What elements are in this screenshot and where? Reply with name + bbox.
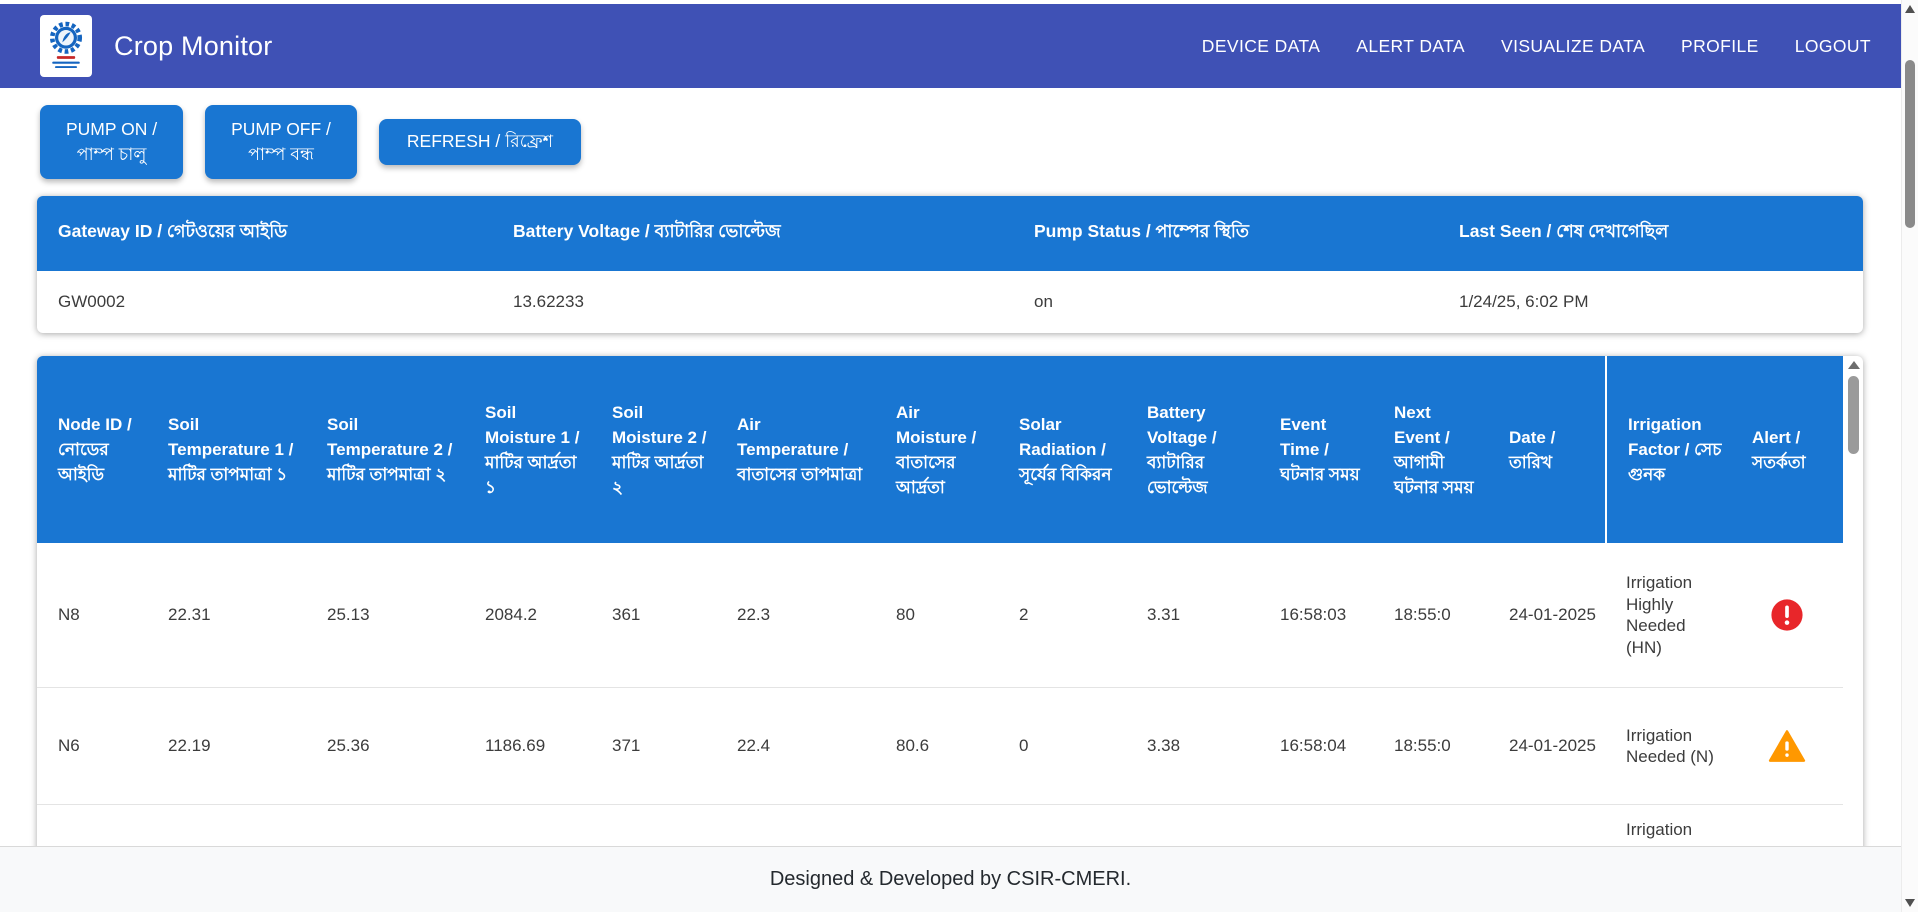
refresh-button[interactable]: REFRESH / রিফ্রেশ — [378, 118, 581, 165]
critical-alert-icon — [1770, 598, 1804, 632]
cell-next-event: 18:55:0 — [1373, 688, 1488, 805]
gateway-header-battery-voltage: Battery Voltage / ব্যাটারির ভোল্টেজ — [513, 221, 781, 241]
cell-soil-temperature-2: 25.36 — [306, 688, 464, 805]
cell-soil-temperature-2: 25.13 — [306, 543, 464, 688]
header-soil-temperature-1: Soil Temperature 1 / মাটির তাপমাত্রা ১ — [147, 356, 306, 543]
table-scrollbar-thumb[interactable] — [1848, 376, 1859, 454]
cell-soil-moisture-2: 371 — [591, 688, 716, 805]
gateway-table: Gateway ID / গেটওয়ের আইডি Battery Volta… — [37, 196, 1863, 333]
cell-battery-voltage: 3.31 — [1126, 543, 1259, 688]
header-soil-moisture-2: Soil Moisture 2 / মাটির আর্দ্রতা ২ — [591, 356, 716, 543]
cell-air-moisture: 80 — [875, 543, 998, 688]
cell-soil-moisture-1: 2084.2 — [464, 543, 591, 688]
scroll-up-icon[interactable] — [1905, 5, 1915, 13]
header-irrigation-factor: Irrigation Factor / সেচ গুনক — [1605, 356, 1731, 543]
cell-air-moisture: 80.6 — [875, 688, 998, 805]
pump-off-label-en: PUMP OFF / — [231, 118, 331, 139]
header-soil-temperature-2: Soil Temperature 2 / মাটির তাপমাত্রা ২ — [306, 356, 464, 543]
cell-soil-temperature-1: 22.19 — [147, 688, 306, 805]
nav-item-profile[interactable]: PROFILE — [1681, 35, 1759, 56]
warning-alert-icon — [1768, 729, 1806, 763]
table-row: N8 22.31 25.13 2084.2 361 22.3 80 2 3.31… — [37, 543, 1863, 688]
header-air-temperature: Air Temperature / বাতাসের তাপমাত্রা — [716, 356, 875, 543]
page-scrollbar-thumb[interactable] — [1905, 60, 1915, 228]
navbar: Crop Monitor DEVICE DATA ALERT DATA VISU… — [0, 4, 1901, 88]
cell-alert — [1731, 543, 1843, 688]
header-date: Date / তারিখ — [1488, 356, 1605, 543]
gateway-header-gateway-id: Gateway ID / গেটওয়ের আইডি — [58, 221, 288, 241]
header-soil-moisture-1: Soil Moisture 1 / মাটির আর্দ্রতা ১ — [464, 356, 591, 543]
header-event-time: Event Time / ঘটনার সময় — [1259, 356, 1373, 543]
cell-irrigation-factor: Irrigation — [1626, 820, 1693, 839]
cell-irrigation-factor: Irrigation Highly Needed (HN) — [1605, 543, 1731, 688]
cell-event-time: 16:58:04 — [1259, 688, 1373, 805]
header-next-event: Next Event / আগামী ঘটনার সময় — [1373, 356, 1488, 543]
footer-text: Designed & Developed by CSIR-CMERI. — [769, 868, 1132, 890]
cell-battery-voltage: 3.38 — [1126, 688, 1259, 805]
cell-node-id: N8 — [37, 543, 147, 688]
cell-soil-moisture-1: 1186.69 — [464, 688, 591, 805]
cell-event-time: 16:58:03 — [1259, 543, 1373, 688]
header-battery-voltage: Battery Voltage / ব্যাটারির ভোল্টেজ — [1126, 356, 1259, 543]
csir-logo — [40, 15, 92, 77]
table-row: N6 22.19 25.36 1186.69 371 22.4 80.6 0 3… — [37, 688, 1863, 805]
nav-item-logout[interactable]: LOGOUT — [1794, 35, 1871, 56]
pump-on-label-bn: পাম্প চালু — [76, 143, 147, 164]
cell-date: 24-01-2025 — [1488, 688, 1605, 805]
gateway-last-seen-value: 1/24/25, 6:02 PM — [1459, 292, 1589, 311]
gateway-id-value: GW0002 — [58, 292, 126, 311]
table-scrollbar[interactable] — [1847, 361, 1860, 909]
sensor-table-header: Node ID / নোডের আইডি Soil Temperature 1 … — [37, 356, 1863, 543]
cell-air-temperature: 22.3 — [716, 543, 875, 688]
footer: Designed & Developed by CSIR-CMERI. — [0, 846, 1901, 912]
cell-alert — [1731, 688, 1843, 805]
gateway-header-last-seen: Last Seen / শেষ দেখাগেছিল — [1459, 221, 1669, 241]
page-scrollbar[interactable] — [1901, 0, 1918, 912]
header-air-moisture: Air Moisture / বাতাসের আর্দ্রতা — [875, 356, 998, 543]
sensor-table: Node ID / নোডের আইডি Soil Temperature 1 … — [37, 356, 1863, 912]
cell-date: 24-01-2025 — [1488, 543, 1605, 688]
table-row: Irrigation — [37, 805, 1863, 912]
gateway-pump-status-value: on — [1034, 292, 1053, 311]
nav-item-alert-data[interactable]: ALERT DATA — [1356, 35, 1465, 56]
cell-soil-moisture-2: 361 — [591, 543, 716, 688]
cell-air-temperature: 22.4 — [716, 688, 875, 805]
scroll-down-icon[interactable] — [1905, 899, 1915, 907]
gateway-battery-voltage-value: 13.62233 — [513, 292, 584, 311]
cell-solar-radiation: 0 — [998, 688, 1126, 805]
nav-item-visualize-data[interactable]: VISUALIZE DATA — [1501, 35, 1646, 56]
csir-emblem-icon — [49, 21, 83, 68]
page-title: Crop Monitor — [114, 30, 273, 61]
gateway-row: GW0002 13.62233 on 1/24/25, 6:02 PM — [37, 271, 1863, 333]
header-alert: Alert / সতর্কতা — [1731, 356, 1843, 543]
pump-on-button[interactable]: PUMP ON / পাম্প চালু — [40, 104, 184, 179]
header-solar-radiation: Solar Radiation / সূর্যের বিকিরন — [998, 356, 1126, 543]
gateway-header-pump-status: Pump Status / পাম্পের স্থিতি — [1034, 221, 1250, 241]
cell-next-event: 18:55:0 — [1373, 543, 1488, 688]
pump-on-label-en: PUMP ON / — [66, 118, 158, 139]
cell-soil-temperature-1: 22.31 — [147, 543, 306, 688]
nav-links: DEVICE DATA ALERT DATA VISUALIZE DATA PR… — [1202, 36, 1871, 57]
cell-solar-radiation: 2 — [998, 543, 1126, 688]
nav-item-device-data[interactable]: DEVICE DATA — [1201, 35, 1321, 56]
cell-node-id: N6 — [37, 688, 147, 805]
pump-off-button[interactable]: PUMP OFF / পাম্প বন্ধ — [205, 104, 357, 179]
gateway-table-header: Gateway ID / গেটওয়ের আইডি Battery Volta… — [37, 196, 1863, 271]
pump-actions-row: PUMP ON / পাম্প চালু PUMP OFF / পাম্প বন… — [40, 104, 1918, 179]
pump-off-label-bn: পাম্প বন্ধ — [248, 143, 314, 164]
cell-irrigation-factor: Irrigation Needed (N) — [1605, 688, 1731, 805]
scroll-up-icon[interactable] — [1847, 361, 1860, 369]
header-node-id: Node ID / নোডের আইডি — [37, 356, 147, 543]
